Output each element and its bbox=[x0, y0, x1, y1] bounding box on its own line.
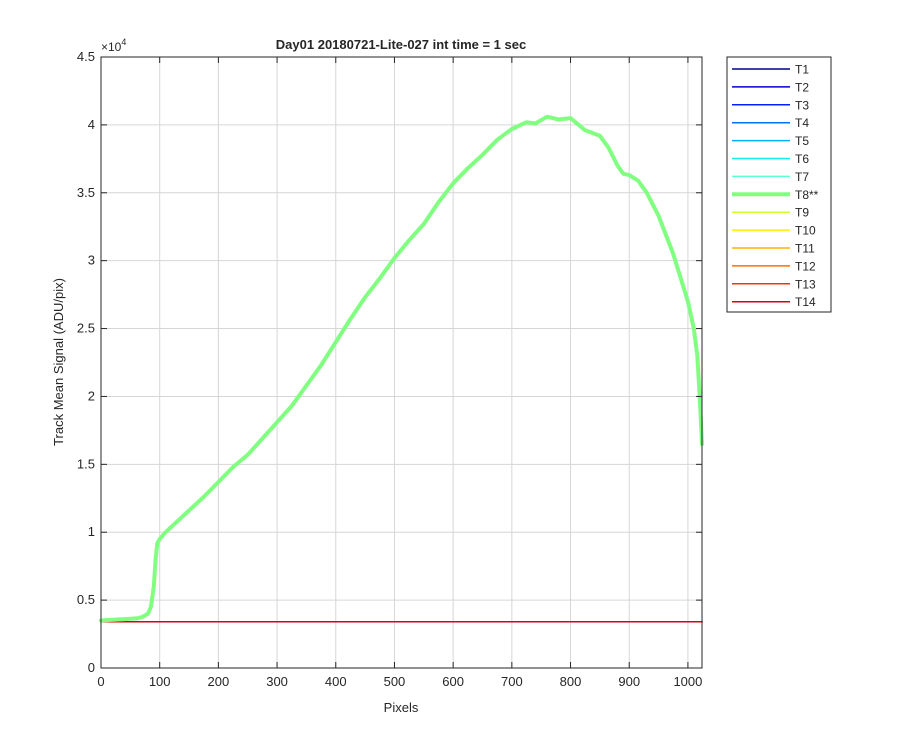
legend-item-t4: T4 bbox=[732, 116, 809, 130]
y-tick-label: 4 bbox=[88, 117, 95, 132]
series-lines bbox=[99, 114, 704, 623]
y-tick-label: 1 bbox=[88, 524, 95, 539]
y-tick-label: 0 bbox=[88, 660, 95, 675]
legend-label: T12 bbox=[795, 259, 816, 273]
legend-label: T9 bbox=[795, 206, 809, 220]
legend-label: T11 bbox=[795, 242, 815, 256]
chart-title: Day01 20180721-Lite-027 int time = 1 sec bbox=[276, 37, 526, 52]
x-tick-label: 200 bbox=[208, 674, 230, 689]
y-axis-label: Track Mean Signal (ADU/pix) bbox=[51, 278, 66, 446]
legend-label: T5 bbox=[795, 134, 809, 148]
y-tick-label: 0.5 bbox=[77, 592, 95, 607]
x-tick-label: 400 bbox=[325, 674, 347, 689]
series-line-t8 bbox=[99, 114, 704, 623]
x-tick-label: 700 bbox=[501, 674, 523, 689]
plot-area bbox=[101, 57, 702, 668]
legend-item-t3: T3 bbox=[732, 98, 809, 112]
y-tick-label: 2 bbox=[88, 388, 95, 403]
grid-lines bbox=[101, 57, 702, 668]
tick-marks bbox=[100, 56, 702, 669]
y-tick-label: 2.5 bbox=[77, 321, 95, 336]
x-tick-label: 300 bbox=[266, 674, 288, 689]
y-tick-label: 1.5 bbox=[77, 456, 95, 471]
x-tick-label: 800 bbox=[560, 674, 582, 689]
legend-item-t9: T9 bbox=[732, 206, 809, 220]
legend-item-t13: T13 bbox=[732, 277, 816, 291]
legend-item-t11: T11 bbox=[732, 242, 815, 256]
axes-box bbox=[100, 56, 703, 669]
y-tick-label: 4.5 bbox=[77, 49, 95, 64]
legend[interactable]: T1 T2 T3 T4 T5 T6 T7 T8** T9 T10 T11 T12 T13 T14 bbox=[726, 56, 832, 313]
x-tick-label: 100 bbox=[149, 674, 171, 689]
legend-label: T2 bbox=[795, 80, 809, 94]
x-axis-label: Pixels bbox=[384, 700, 419, 715]
legend-item-t7: T7 bbox=[732, 170, 809, 184]
legend-label: T8** bbox=[795, 188, 819, 202]
legend-item-t6: T6 bbox=[732, 152, 809, 166]
y-exponent-label: ×104 bbox=[101, 37, 126, 54]
legend-item-t10: T10 bbox=[732, 224, 816, 238]
legend-items: T1 T2 T3 T4 T5 T6 T7 T8** T9 T10 T11 T12 T13 T14 bbox=[732, 63, 819, 309]
legend-item-t2: T2 bbox=[732, 80, 809, 94]
legend-label: T14 bbox=[795, 295, 816, 309]
legend-item-t12: T12 bbox=[732, 259, 816, 273]
legend-label: T10 bbox=[795, 224, 816, 238]
legend-label: T6 bbox=[795, 152, 809, 166]
legend-item-t8: T8** bbox=[732, 188, 819, 202]
x-tick-label: 0 bbox=[97, 674, 104, 689]
x-tick-label: 600 bbox=[442, 674, 464, 689]
y-tick-label: 3.5 bbox=[77, 185, 95, 200]
x-tick-label: 500 bbox=[384, 674, 406, 689]
legend-label: T3 bbox=[795, 98, 809, 112]
x-tick-labels: 0 100 200 300 400 500 600 700 800 900 1000 bbox=[97, 674, 702, 689]
legend-item-t14: T14 bbox=[732, 295, 816, 309]
legend-item-t5: T5 bbox=[732, 134, 809, 148]
legend-label: T4 bbox=[795, 116, 809, 130]
legend-label: T7 bbox=[795, 170, 809, 184]
y-tick-label: 3 bbox=[88, 253, 95, 268]
x-tick-label: 1000 bbox=[673, 674, 702, 689]
x-tick-label: 900 bbox=[618, 674, 640, 689]
legend-label: T13 bbox=[795, 277, 816, 291]
legend-box bbox=[726, 56, 832, 313]
y-tick-labels: 0 0.5 1 1.5 2 2.5 3 3.5 4 4.5 bbox=[77, 49, 95, 675]
legend-item-t1: T1 bbox=[732, 63, 809, 77]
legend-label: T1 bbox=[795, 63, 809, 77]
